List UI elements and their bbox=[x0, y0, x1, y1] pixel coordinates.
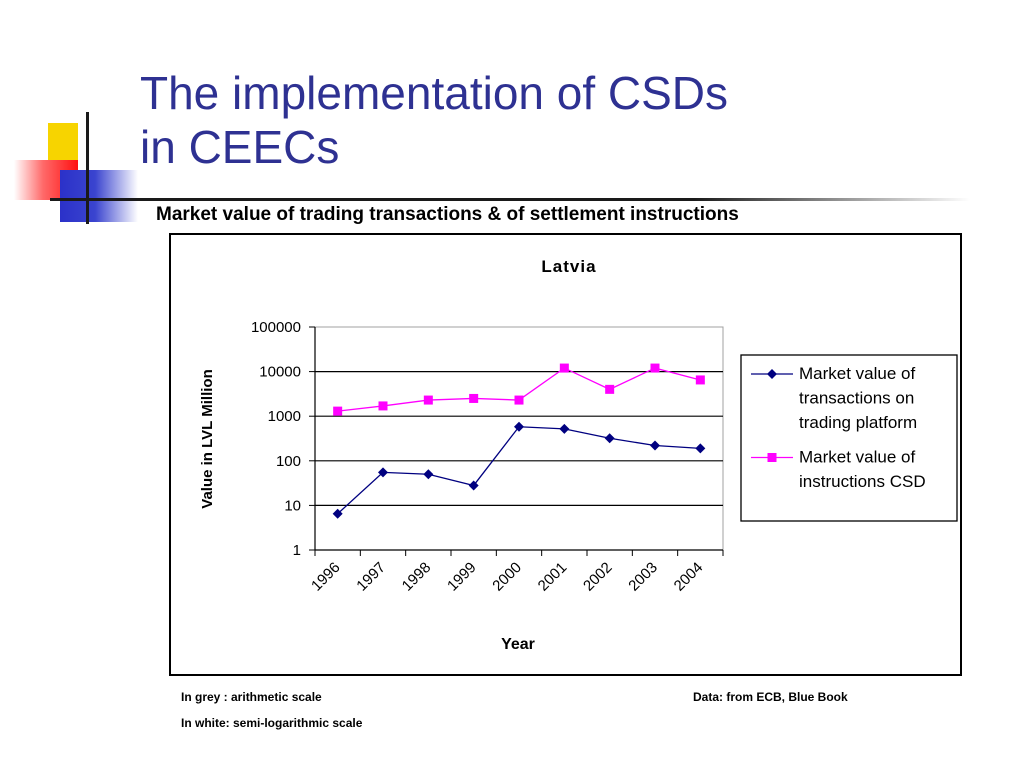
legend-label: transactions on bbox=[799, 389, 914, 408]
x-tick-label: 1998 bbox=[399, 559, 435, 595]
plot-border bbox=[314, 326, 724, 551]
footnote-arithmetic-scale: In grey : arithmetic scale bbox=[181, 690, 322, 704]
chart-title: Latvia bbox=[541, 257, 596, 276]
x-tick-label: 2001 bbox=[535, 559, 571, 595]
data-point bbox=[650, 440, 660, 451]
data-point bbox=[423, 395, 433, 405]
slide-title-line-2: in CEECs bbox=[140, 121, 340, 173]
data-point bbox=[423, 469, 434, 480]
chart-heading: Market value of trading transactions & o… bbox=[156, 204, 739, 225]
x-tick-label: 2002 bbox=[580, 559, 616, 595]
slide-title: The implementation of CSDs in CEECs bbox=[140, 66, 728, 174]
data-point bbox=[378, 467, 388, 478]
footnote-data-source: Data: from ECB, Blue Book bbox=[693, 690, 848, 704]
data-point bbox=[378, 401, 388, 411]
x-tick-label: 1996 bbox=[308, 559, 344, 595]
y-tick-label: 1000 bbox=[268, 408, 301, 425]
data-point bbox=[333, 406, 343, 416]
x-axis-label: Year bbox=[501, 636, 535, 653]
y-tick-label: 10 bbox=[284, 497, 301, 514]
y-tick-label: 1 bbox=[293, 542, 301, 559]
series-line-2 bbox=[337, 367, 701, 412]
decoration-vertical-line bbox=[86, 112, 89, 224]
data-point bbox=[605, 384, 615, 394]
data-point bbox=[695, 443, 706, 454]
data-point bbox=[469, 393, 479, 403]
series-line-1 bbox=[337, 426, 701, 515]
x-tick-label: 2003 bbox=[625, 559, 661, 595]
data-point bbox=[650, 363, 660, 373]
x-tick-label: 1999 bbox=[444, 559, 480, 595]
legend-label: Market value of bbox=[799, 448, 915, 467]
legend-label: instructions CSD bbox=[799, 472, 926, 491]
x-tick-label: 2004 bbox=[671, 559, 707, 595]
data-point bbox=[332, 508, 343, 519]
data-point bbox=[468, 480, 479, 491]
data-point bbox=[695, 375, 705, 385]
decoration-blue-square bbox=[60, 170, 138, 222]
legend-label: trading platform bbox=[799, 413, 917, 432]
legend: Market value of transactions on trading pl… bbox=[740, 354, 958, 522]
footnote-semi-log-scale: In white: semi-logarithmic scale bbox=[181, 716, 363, 730]
legend-label: Market value of bbox=[799, 364, 915, 383]
legend-box bbox=[740, 354, 958, 522]
y-tick-label: 100000 bbox=[251, 319, 301, 336]
y-tick-label: 10000 bbox=[259, 364, 301, 381]
decoration-horizontal-line bbox=[50, 198, 970, 201]
data-point bbox=[514, 421, 524, 432]
y-axis-label: Value in LVL Million bbox=[199, 369, 216, 508]
chart: Latvia Value in LVL Million Year 1 10 100 1… bbox=[199, 257, 958, 653]
legend-swatch-marker bbox=[767, 453, 777, 462]
data-point bbox=[559, 423, 570, 434]
data-point bbox=[514, 395, 524, 405]
data-point bbox=[559, 363, 569, 373]
slide-title-line-1: The implementation of CSDs bbox=[140, 67, 729, 119]
data-point bbox=[604, 433, 615, 444]
x-tick-label: 1997 bbox=[353, 559, 389, 595]
x-tick-label: 2000 bbox=[489, 559, 525, 595]
chart-frame: Latvia Value in LVL Million Year 1 10 100 1… bbox=[169, 233, 962, 676]
legend-swatch-marker bbox=[767, 369, 777, 379]
y-tick-label: 100 bbox=[276, 453, 301, 470]
